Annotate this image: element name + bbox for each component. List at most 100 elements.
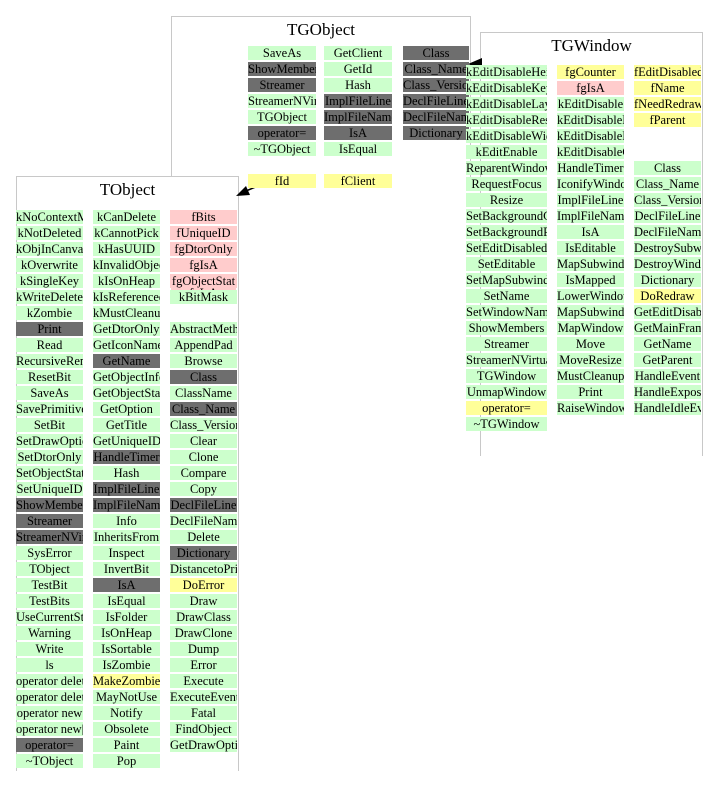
member-destroywindow: DestroyWindow — [634, 257, 701, 271]
member-resetbit: ResetBit — [16, 370, 83, 384]
member-saveas: SaveAs — [248, 46, 316, 60]
member-makezombie: MakeZombie — [93, 674, 160, 688]
member-handleevent: HandleEvent — [634, 369, 701, 383]
member-setdrawoption: SetDrawOption — [16, 434, 83, 448]
member-class: Class — [403, 46, 469, 60]
member-streamernvirtual: StreamerNVirtual — [16, 530, 83, 544]
member-setobjectstat: SetObjectStat — [16, 466, 83, 480]
member-fparent: fParent — [634, 113, 701, 127]
member-execute: Execute — [170, 674, 237, 688]
member-fclient: fClient — [324, 174, 392, 188]
member-funiqueid: fUniqueID — [170, 226, 237, 240]
member-fgisa: fgIsA — [557, 81, 624, 95]
member-kisreferenced: kIsReferenced — [93, 290, 160, 304]
member-showmembers: ShowMembers — [16, 498, 83, 512]
member-browse: Browse — [170, 354, 237, 368]
member-operator: operator= — [16, 738, 83, 752]
member-setuniqueid: SetUniqueID — [16, 482, 83, 496]
member-kzombie: kZombie — [16, 306, 83, 320]
member-warning: Warning — [16, 626, 83, 640]
member-declfileline: DeclFileLine — [403, 94, 469, 108]
member-obsolete: Obsolete — [93, 722, 160, 736]
member-khasuuid: kHasUUID — [93, 242, 160, 256]
member-print: Print — [16, 322, 83, 336]
member-koverwrite: kOverwrite — [16, 258, 83, 272]
member-dictionary: Dictionary — [170, 546, 237, 560]
member-compare: Compare — [170, 466, 237, 480]
member-setmapsubwindows: SetMapSubwindows — [466, 273, 547, 287]
member-keditdisable: kEditDisable — [557, 97, 624, 111]
member-dictionary: Dictionary — [403, 126, 469, 140]
member-getdtoronly: GetDtorOnly — [93, 322, 160, 336]
member-class-version: Class_Version — [170, 418, 237, 432]
member-inspect: Inspect — [93, 546, 160, 560]
member-class-name: Class_Name — [170, 402, 237, 416]
member-handletimer: HandleTimer — [93, 450, 160, 464]
member-lowerwindow: LowerWindow — [557, 289, 624, 303]
member-handleexpose: HandleExpose — [634, 385, 701, 399]
member-class: Class — [170, 370, 237, 384]
member-testbit: TestBit — [16, 578, 83, 592]
member-getparent: GetParent — [634, 353, 701, 367]
member-handletimer: HandleTimer — [557, 161, 624, 175]
member-declfilename: DeclFileName — [634, 225, 701, 239]
member-setwindowname: SetWindowName — [466, 305, 547, 319]
member-geteditdisabled: GetEditDisabled — [634, 305, 701, 319]
member-class: Class — [634, 161, 701, 175]
member-operator: operator= — [466, 401, 547, 415]
member-fgdtoronly: fgDtorOnly — [170, 242, 237, 256]
member-class-name: Class_Name — [634, 177, 701, 191]
member-findobject: FindObject — [170, 722, 237, 736]
member-keditdisablelayout: kEditDisableLayout — [466, 97, 547, 111]
member-executeevent: ExecuteEvent — [170, 690, 237, 704]
member-knotdeleted: kNotDeleted — [16, 226, 83, 240]
member-kwritedelete: kWriteDelete — [16, 290, 83, 304]
member-keditdisablewidth: kEditDisableWidth — [466, 129, 547, 143]
member-mapsubwindows: MapSubwindows — [557, 305, 624, 319]
member-requestfocus: RequestFocus — [466, 177, 547, 191]
member-dump: Dump — [170, 642, 237, 656]
member-implfilename: ImplFileName — [324, 110, 392, 124]
member-fname: fName — [634, 81, 701, 95]
member-isa: IsA — [324, 126, 392, 140]
member-saveprimitive: SavePrimitive — [16, 402, 83, 416]
member-kinvalidobject: kInvalidObject — [93, 258, 160, 272]
member-getname: GetName — [634, 337, 701, 351]
member-notify: Notify — [93, 706, 160, 720]
member-showmembers: ShowMembers — [248, 62, 316, 76]
member-isa: IsA — [557, 225, 624, 239]
member-class-name: Class_Name — [403, 62, 469, 76]
member-fgcounter: fgCounter — [557, 65, 624, 79]
member-operator: operator= — [248, 126, 316, 140]
member-operator-delete: operator delete — [16, 674, 83, 688]
member-iconifywindow: IconifyWindow — [557, 177, 624, 191]
member-keditdisableevents: kEditDisableEvents — [557, 129, 624, 143]
member-getclient: GetClient — [324, 46, 392, 60]
member-issortable: IsSortable — [93, 642, 160, 656]
member-declfilename: DeclFileName — [170, 514, 237, 528]
member-invertbit: InvertBit — [93, 562, 160, 576]
member-tobject: TObject — [16, 562, 83, 576]
member-isfolder: IsFolder — [93, 610, 160, 624]
member-clear: Clear — [170, 434, 237, 448]
member-geticonname: GetIconName — [93, 338, 160, 352]
member-ls: ls — [16, 658, 83, 672]
member-setbackgroundcolor: SetBackgroundColor — [466, 209, 547, 223]
member-fgobjectstat: fgObjectStat — [170, 274, 237, 288]
member-kcannotpick: kCannotPick — [93, 226, 160, 240]
member-getid: GetId — [324, 62, 392, 76]
member-streamer: Streamer — [466, 337, 547, 351]
member-mapsubwindows: MapSubwindows — [557, 257, 624, 271]
member-kmustcleanup: kMustCleanup — [93, 306, 160, 320]
member-getobjectinfo: GetObjectInfo — [93, 370, 160, 384]
member-write: Write — [16, 642, 83, 656]
member-iszombie: IsZombie — [93, 658, 160, 672]
member-implfileline: ImplFileLine — [93, 482, 160, 496]
member-streamernvirtual: StreamerNVirtual — [466, 353, 547, 367]
member-implfileline: ImplFileLine — [557, 193, 624, 207]
member-appendpad: AppendPad — [170, 338, 237, 352]
member-operator-new: operator new[] — [16, 722, 83, 736]
member-setname: SetName — [466, 289, 547, 303]
member-info: Info — [93, 514, 160, 528]
member-fgisa: fgIsA — [170, 258, 237, 272]
